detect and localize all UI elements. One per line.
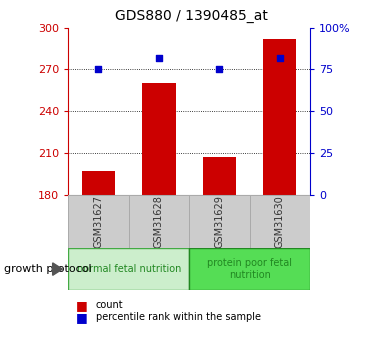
Text: percentile rank within the sample: percentile rank within the sample	[96, 313, 261, 322]
Bar	[189, 248, 310, 290]
Bar	[68, 195, 129, 248]
Point	[95, 67, 101, 72]
Text: ■: ■	[76, 311, 88, 324]
Bar	[142, 83, 176, 195]
Bar	[189, 195, 250, 248]
Text: normal fetal nutrition: normal fetal nutrition	[76, 264, 181, 274]
Bar	[129, 195, 189, 248]
Text: growth protocol: growth protocol	[4, 264, 92, 274]
Point	[277, 56, 283, 61]
Text: protein poor fetal
nutrition: protein poor fetal nutrition	[207, 258, 292, 280]
Text: GSM31630: GSM31630	[275, 195, 285, 248]
Text: GSM31629: GSM31629	[215, 195, 224, 248]
Text: ■: ■	[76, 299, 88, 312]
Bar	[203, 157, 236, 195]
Text: GSM31627: GSM31627	[94, 195, 103, 248]
Bar	[82, 171, 115, 195]
Bar	[263, 39, 296, 195]
Bar	[68, 248, 189, 290]
Text: GSM31628: GSM31628	[154, 195, 164, 248]
Text: count: count	[96, 300, 123, 310]
Point	[216, 67, 222, 72]
Point	[156, 56, 162, 61]
Text: GDS880 / 1390485_at: GDS880 / 1390485_at	[115, 9, 268, 23]
Bar	[250, 195, 310, 248]
